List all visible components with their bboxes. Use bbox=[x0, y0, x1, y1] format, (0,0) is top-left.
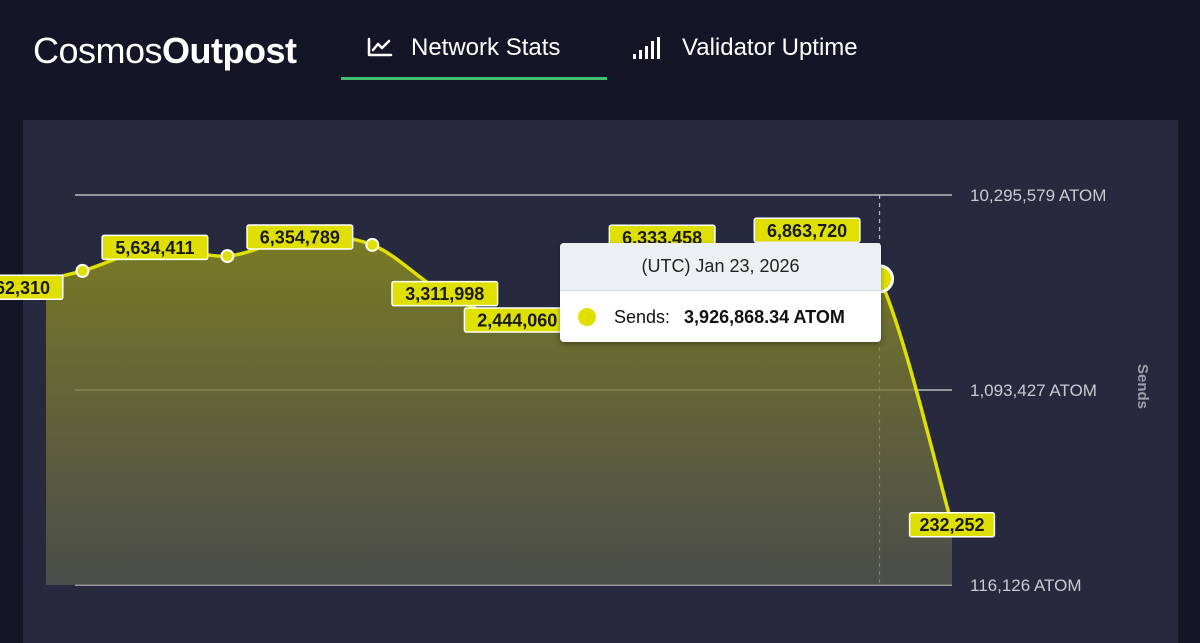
data-label-box bbox=[246, 224, 354, 250]
data-label: 3,311,998 bbox=[391, 280, 499, 307]
y-tick-label: 116,126 ATOM bbox=[970, 576, 1082, 595]
data-label-box bbox=[753, 217, 861, 244]
tab-network-stats[interactable]: Network Stats bbox=[341, 34, 607, 80]
data-label: 5,634,411 bbox=[101, 234, 209, 261]
data-point[interactable] bbox=[75, 263, 90, 278]
data-label-box bbox=[101, 234, 209, 261]
tab-validator-uptime[interactable]: Validator Uptime bbox=[632, 34, 858, 80]
data-label-text: 6,354,789 bbox=[260, 227, 340, 247]
tab-network-stats-label: Network Stats bbox=[411, 34, 561, 61]
tooltip-title: (UTC) Jan 23, 2026 bbox=[560, 243, 881, 291]
signal-bars-icon bbox=[632, 36, 664, 67]
tooltip-body: Sends: 3,926,868.34 ATOM bbox=[560, 291, 881, 342]
data-point[interactable] bbox=[220, 249, 235, 264]
brand-logo[interactable]: CosmosOutpost bbox=[33, 30, 297, 72]
data-label-text: 3,562,310 bbox=[0, 278, 50, 298]
tab-validator-uptime-label: Validator Uptime bbox=[682, 34, 858, 61]
line-chart-icon bbox=[367, 36, 393, 64]
data-point[interactable] bbox=[365, 237, 380, 252]
brand-light: Cosmos bbox=[33, 30, 163, 71]
data-label-box bbox=[0, 274, 64, 301]
data-label: 2,444,060 bbox=[463, 307, 571, 333]
y-tick-label: 1,093,427 ATOM bbox=[970, 381, 1097, 400]
data-label-text: 5,634,411 bbox=[115, 238, 194, 258]
data-label-text: 6,333,458 bbox=[622, 228, 702, 248]
data-label-text: 232,252 bbox=[919, 515, 984, 535]
data-label-text: 3,311,998 bbox=[405, 284, 484, 304]
y-tick-label: 10,295,579 ATOM bbox=[970, 186, 1106, 205]
tooltip: (UTC) Jan 23, 2026 Sends: 3,926,868.34 A… bbox=[560, 243, 881, 342]
header: CosmosOutpost Network Stats Validator Up… bbox=[0, 0, 1200, 110]
series-dot-icon bbox=[578, 308, 596, 326]
data-label: 232,252 bbox=[908, 511, 996, 538]
data-label-text: 6,863,720 bbox=[767, 221, 847, 241]
data-label: 6,863,720 bbox=[753, 217, 861, 244]
y-axis-title: Sends bbox=[1127, 356, 1157, 416]
data-label: 3,562,310 bbox=[0, 274, 64, 301]
tooltip-series-label: Sends: bbox=[614, 306, 671, 327]
data-label-box bbox=[908, 511, 996, 538]
y-axis-title-text: Sends bbox=[1133, 363, 1151, 409]
brand-bold: Outpost bbox=[162, 30, 297, 71]
tooltip-value: 3,926,868.34 ATOM bbox=[684, 306, 845, 327]
data-label-box bbox=[391, 280, 499, 307]
data-label: 6,354,789 bbox=[246, 224, 354, 250]
data-label-text: 2,444,060 bbox=[477, 311, 557, 331]
